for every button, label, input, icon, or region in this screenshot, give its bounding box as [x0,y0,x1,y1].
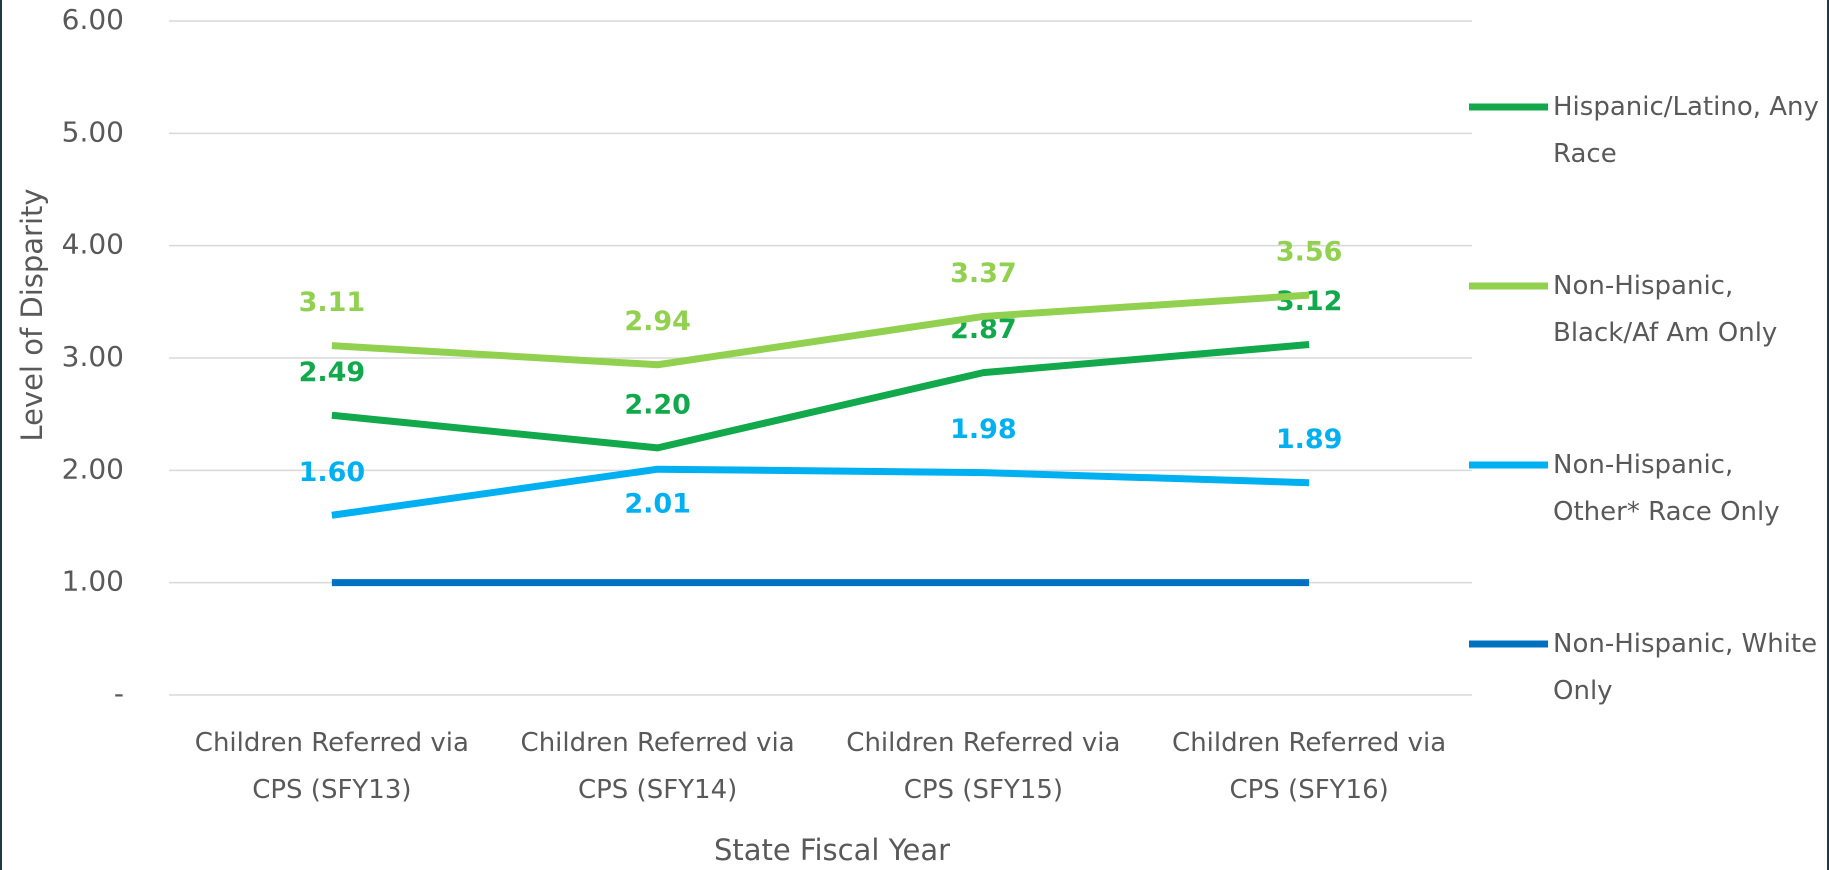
legend-label: Non-Hispanic, Black/Af Am Only [1553,271,1778,348]
data-label: 2.20 [624,389,691,420]
x-tick-label: Children Referred via CPS (SFY15) [846,728,1121,805]
x-tick-label: Children Referred via CPS (SFY14) [520,728,795,805]
y-tick-label: 3.00 [62,340,124,373]
x-axis-title: State Fiscal Year [714,833,950,867]
data-label: 2.49 [299,357,366,388]
data-label: 1.60 [299,457,366,488]
data-label: 3.37 [950,258,1017,289]
data-label: 2.01 [624,489,691,520]
y-tick-label: 1.00 [62,565,124,598]
series-line [331,465,1310,519]
data-label: 3.11 [299,287,366,318]
series-line [331,341,1310,452]
y-tick-label: 6.00 [62,3,124,36]
data-label: 3.12 [1276,286,1343,317]
y-tick-label: 4.00 [62,228,124,261]
data-label: 1.98 [950,414,1017,445]
legend-label: Hispanic/Latino, Any Race [1553,92,1819,169]
x-tick-label: Children Referred via CPS (SFY16) [1172,728,1447,805]
data-label: 1.89 [1276,424,1343,455]
y-axis-title: Level of Disparity [15,188,49,441]
y-tick-label: 5.00 [62,115,124,148]
series-line [331,291,1310,369]
y-tick-label: 2.00 [62,452,124,485]
data-label: 3.56 [1276,237,1343,268]
y-tick-label: - [114,677,124,710]
x-tick-label: Children Referred via CPS (SFY13) [194,728,469,805]
legend-label: Non-Hispanic, White Only [1553,629,1818,706]
legend-label: Non-Hispanic, Other* Race Only [1553,450,1780,527]
data-label: 2.94 [624,306,691,337]
